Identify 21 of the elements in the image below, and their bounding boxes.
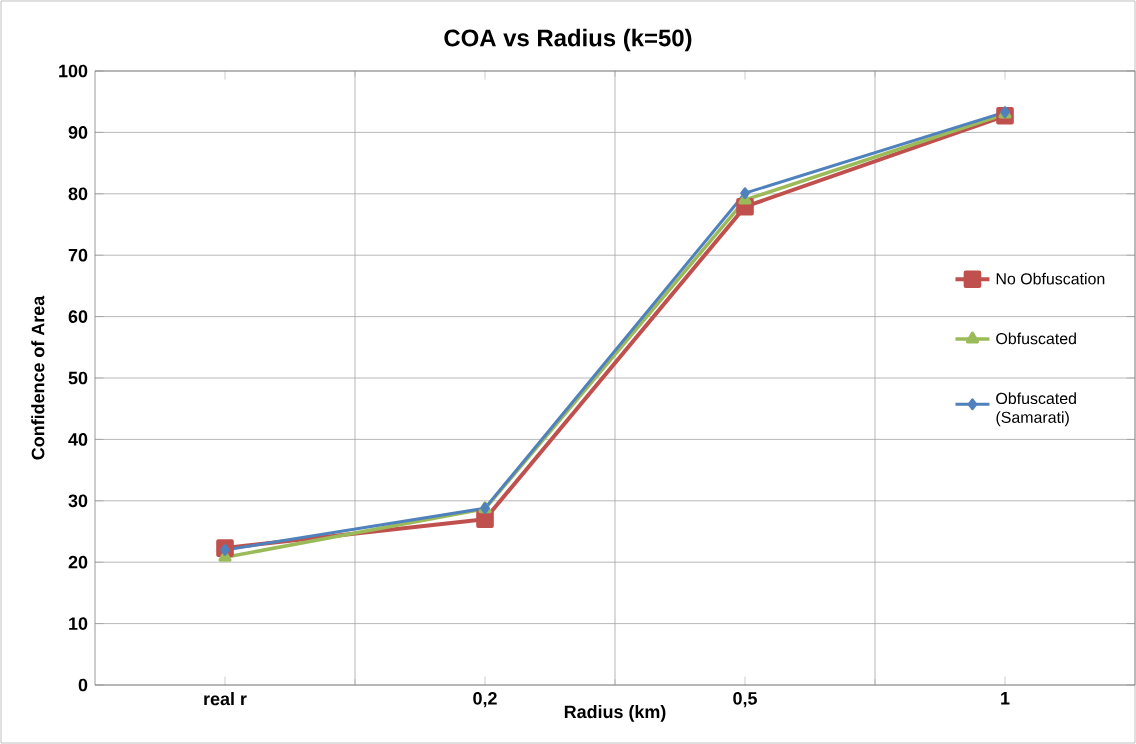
x-tick-label: 0,2: [473, 692, 497, 708]
y-tick-label: 30: [68, 494, 88, 508]
y-tick-label: 80: [68, 187, 88, 201]
x-axis-title: Radius (km): [564, 705, 666, 722]
legend-label: Obfuscated: [996, 332, 1076, 345]
x-tick-label: 1: [1001, 692, 1010, 705]
y-tick-label: 60: [68, 310, 88, 323]
y-tick-label: 50: [68, 371, 88, 385]
y-axis-title: Confidence of Area: [31, 295, 45, 460]
y-tick-label: 0: [78, 678, 88, 692]
y-tick-label: 90: [68, 126, 88, 139]
chart-title: COA vs Radius (k=50): [444, 28, 692, 52]
y-tick-label: 70: [68, 248, 88, 262]
x-tick-label: 0,5: [733, 692, 757, 708]
y-tick-label: 20: [68, 555, 88, 569]
y-tick-label: 100: [59, 64, 88, 78]
legend-label: Obfuscated (Samarati): [996, 392, 1076, 427]
legend-label: No Obfuscation: [996, 272, 1105, 285]
x-tick-label: real r: [204, 692, 247, 706]
y-tick-label: 40: [68, 433, 88, 446]
y-tick-label: 10: [69, 617, 88, 630]
